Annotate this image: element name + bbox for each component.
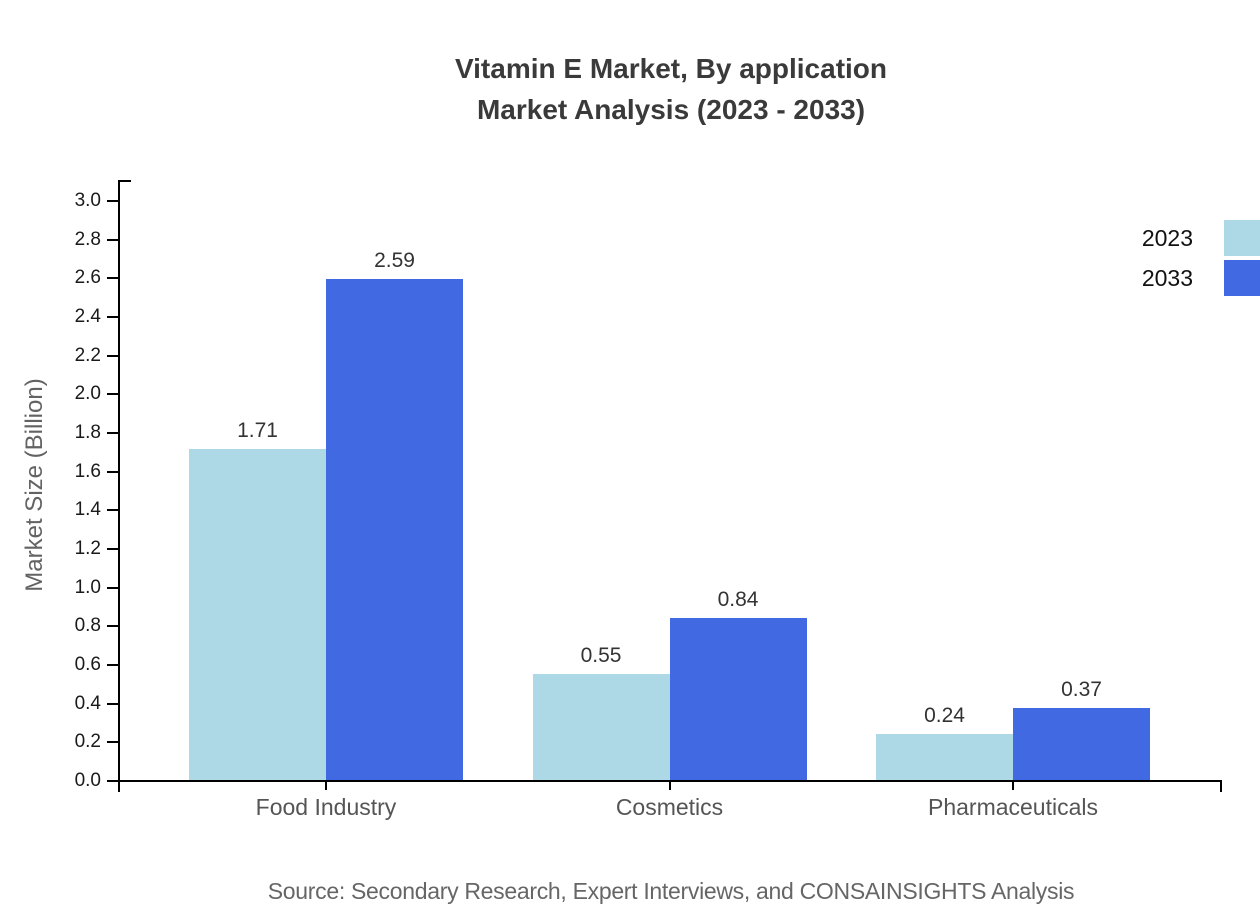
y-tick xyxy=(107,316,118,318)
category-label-pharmaceuticals: Pharmaceuticals xyxy=(927,794,1099,820)
y-tick-label: 0.4 xyxy=(74,692,101,714)
category-label-cosmetics: Cosmetics xyxy=(615,794,724,820)
legend-label-2033: 2033 xyxy=(1141,265,1193,291)
legend: 2023 2033 xyxy=(1030,220,1260,300)
y-tick xyxy=(107,664,118,666)
legend-row-2023: 2023 xyxy=(1030,220,1260,256)
y-tick xyxy=(107,780,118,782)
x-tick xyxy=(668,782,671,790)
y-tick xyxy=(107,432,118,434)
y-tick-label: 1.6 xyxy=(74,460,101,482)
y-tick xyxy=(107,509,118,512)
bar-2033-pharmaceuticals xyxy=(1013,708,1150,780)
y-tick-label: 2.6 xyxy=(74,267,101,289)
y-tick xyxy=(107,277,118,280)
legend-swatch-2023 xyxy=(1224,220,1260,256)
y-tick-label: 2.4 xyxy=(74,306,101,327)
bar-2023-food-industry xyxy=(189,449,326,780)
y-tick-label: 3.0 xyxy=(74,190,101,211)
y-tick-label: 0.8 xyxy=(74,615,101,637)
y-tick xyxy=(107,470,118,473)
y-tick-label: 2.2 xyxy=(74,344,101,366)
chart-title: Vitamin E Market, By application Market … xyxy=(120,48,1222,130)
value-label-2023-food-industry: 1.71 xyxy=(237,419,278,442)
y-tick-label: 1.0 xyxy=(74,576,101,598)
value-label-2023-cosmetics: 0.55 xyxy=(580,644,622,667)
y-tick xyxy=(107,393,118,396)
x-tick xyxy=(325,782,327,790)
bar-2033-cosmetics xyxy=(669,618,807,780)
y-tick xyxy=(107,548,118,550)
y-axis-line xyxy=(118,180,120,792)
source-attribution: Source: Secondary Research, Expert Inter… xyxy=(267,878,1075,904)
y-tick xyxy=(107,741,118,744)
y-tick-label: 2.0 xyxy=(74,383,101,405)
x-tick xyxy=(1012,782,1014,790)
y-tick-label: 1.8 xyxy=(74,422,101,443)
chart-title-line1: Vitamin E Market, By application xyxy=(454,53,888,84)
value-label-2023-pharmaceuticals: 0.24 xyxy=(924,704,965,727)
y-tick xyxy=(107,586,118,589)
y-tick xyxy=(107,238,118,241)
legend-row-2033: 2033 xyxy=(1030,260,1260,296)
y-tick-label: 1.4 xyxy=(74,499,101,521)
legend-swatch-2033 xyxy=(1224,260,1260,296)
legend-label-2023: 2023 xyxy=(1141,225,1193,251)
value-label-2033-cosmetics: 0.84 xyxy=(717,588,759,611)
y-tick-label: 0.0 xyxy=(74,770,101,791)
x-axis-endcap xyxy=(1220,780,1222,792)
value-label-2033-pharmaceuticals: 0.37 xyxy=(1061,678,1102,701)
y-axis-endcap xyxy=(118,180,131,182)
x-axis-line xyxy=(118,780,1222,782)
y-tick-label: 0.6 xyxy=(74,654,101,675)
y-tick-label: 2.8 xyxy=(74,228,101,250)
y-tick xyxy=(107,702,118,705)
y-tick-label: 1.2 xyxy=(74,538,101,559)
y-tick xyxy=(107,625,118,628)
chart-title-line2: Market Analysis (2023 - 2033) xyxy=(476,94,866,125)
bar-2023-pharmaceuticals xyxy=(876,734,1013,780)
y-tick xyxy=(107,200,118,202)
category-label-food-industry: Food Industry xyxy=(255,794,397,820)
bar-2033-food-industry xyxy=(326,279,463,780)
y-tick-label: 0.2 xyxy=(74,731,101,753)
y-tick xyxy=(107,354,118,357)
bar-2023-cosmetics xyxy=(532,674,670,780)
value-label-2033-food-industry: 2.59 xyxy=(374,249,415,272)
